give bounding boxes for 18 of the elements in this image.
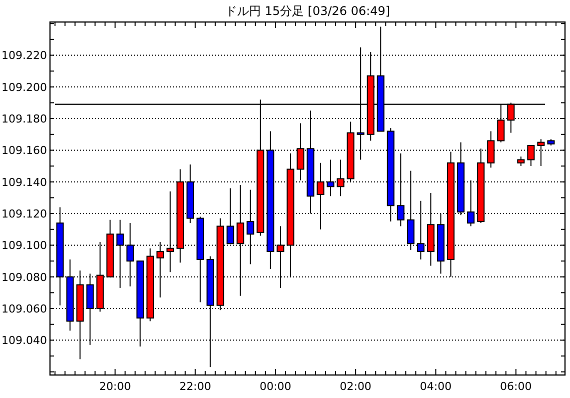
- candlestick: [517, 156, 525, 167]
- y-tick-label: 109.080: [2, 270, 47, 284]
- y-tick-label: 109.120: [2, 208, 47, 221]
- y-tick-label: 109.040: [2, 334, 47, 348]
- x-tick-label: 02:00: [340, 380, 372, 393]
- y-tick-label: 109.060: [2, 302, 47, 316]
- y-tick-label: 109.140: [2, 176, 47, 189]
- y-tick-label: 109.180: [2, 112, 47, 126]
- x-tick-label: 04:00: [420, 380, 452, 393]
- y-tick-label: 109.200: [2, 80, 47, 94]
- x-tick-label: 00:00: [260, 380, 292, 393]
- x-tick-label: 20:00: [99, 380, 131, 393]
- y-tick-label: 109.220: [2, 49, 47, 62]
- x-tick-label: 06:00: [500, 380, 532, 393]
- y-tick-label: 109.160: [2, 144, 47, 158]
- x-tick-label: 22:00: [179, 380, 212, 393]
- y-tick-label: 109.100: [2, 239, 47, 252]
- chart-title: ドル円 15分足 [03/26 06:49]: [224, 4, 390, 18]
